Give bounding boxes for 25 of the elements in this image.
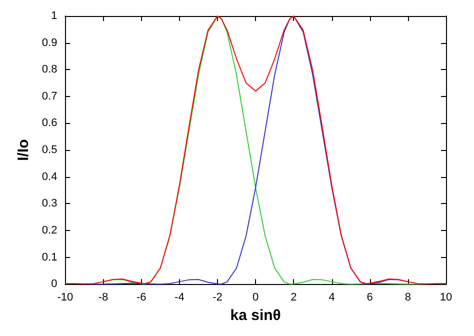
y-tick-label: 0.9 [42, 36, 58, 49]
x-tick-label: 6 [366, 292, 373, 304]
y-tick-label: 0 [51, 278, 58, 290]
x-axis-title: ka sinθ [230, 307, 281, 324]
y-tick-label: 0.5 [42, 144, 58, 156]
y-tick-label: 0.8 [42, 64, 58, 76]
x-tick-label: 2 [290, 292, 297, 304]
y-axis-title: I/Io [15, 139, 32, 161]
x-tick-label: -2 [212, 292, 222, 304]
y-tick-label: 0.1 [42, 251, 58, 264]
x-tick-label: 10 [440, 292, 452, 304]
y-tick-label: 1 [51, 10, 58, 22]
x-tick-label: 0 [252, 292, 259, 304]
x-tick-label: -6 [136, 292, 146, 304]
x-tick-label: -8 [98, 292, 108, 304]
line-series [64, 16, 446, 284]
y-tick-label: 0.2 [42, 224, 58, 236]
x-tick-label: -4 [174, 292, 184, 304]
y-tick-label: 0.4 [42, 170, 58, 183]
y-tick-label: 0.7 [42, 90, 58, 102]
x-tick-label: -10 [57, 292, 74, 304]
x-tick-label: 8 [404, 292, 411, 304]
y-tick-label: 0.3 [42, 198, 58, 210]
x-tick-label: 4 [328, 292, 335, 304]
y-tick-label: 0.6 [42, 117, 58, 130]
